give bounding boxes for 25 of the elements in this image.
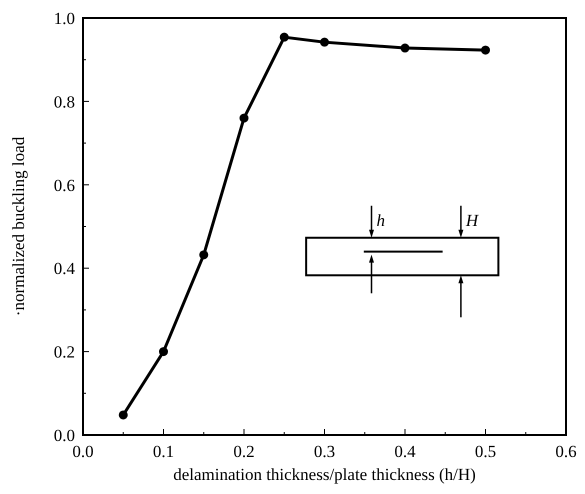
point bbox=[481, 46, 490, 55]
y-tick-label: 0.4 bbox=[54, 259, 76, 278]
point bbox=[159, 347, 168, 356]
y-tick-label: 0.6 bbox=[54, 176, 75, 195]
annotation: H bbox=[464, 210, 480, 230]
y-tick-label: 0.2 bbox=[54, 342, 75, 362]
point bbox=[199, 250, 208, 260]
x-tick-label: 0.5 bbox=[474, 442, 496, 461]
x-tick-label: 0.1 bbox=[152, 442, 174, 461]
x-tick-label: 0.6 bbox=[555, 442, 577, 461]
y-tick-label: 0.8 bbox=[54, 92, 75, 112]
y-axis-title: ·normalized buckling load bbox=[9, 136, 28, 316]
x-tick-label: 0.2 bbox=[233, 442, 255, 461]
x-tick-label: 0.0 bbox=[72, 442, 94, 461]
x-tick-label: 0.3 bbox=[314, 442, 336, 461]
point bbox=[240, 114, 248, 123]
annotation: h bbox=[376, 210, 386, 230]
y-tick-label: 1.0 bbox=[54, 8, 75, 28]
point bbox=[118, 410, 128, 420]
y-tick-label: 0.0 bbox=[54, 426, 75, 445]
point bbox=[280, 32, 289, 42]
point bbox=[320, 38, 329, 47]
x-axis-title: delamination thickness/plate thickness (h/H) bbox=[173, 465, 476, 484]
point bbox=[400, 44, 410, 53]
x-tick-label: 0.4 bbox=[394, 442, 416, 461]
